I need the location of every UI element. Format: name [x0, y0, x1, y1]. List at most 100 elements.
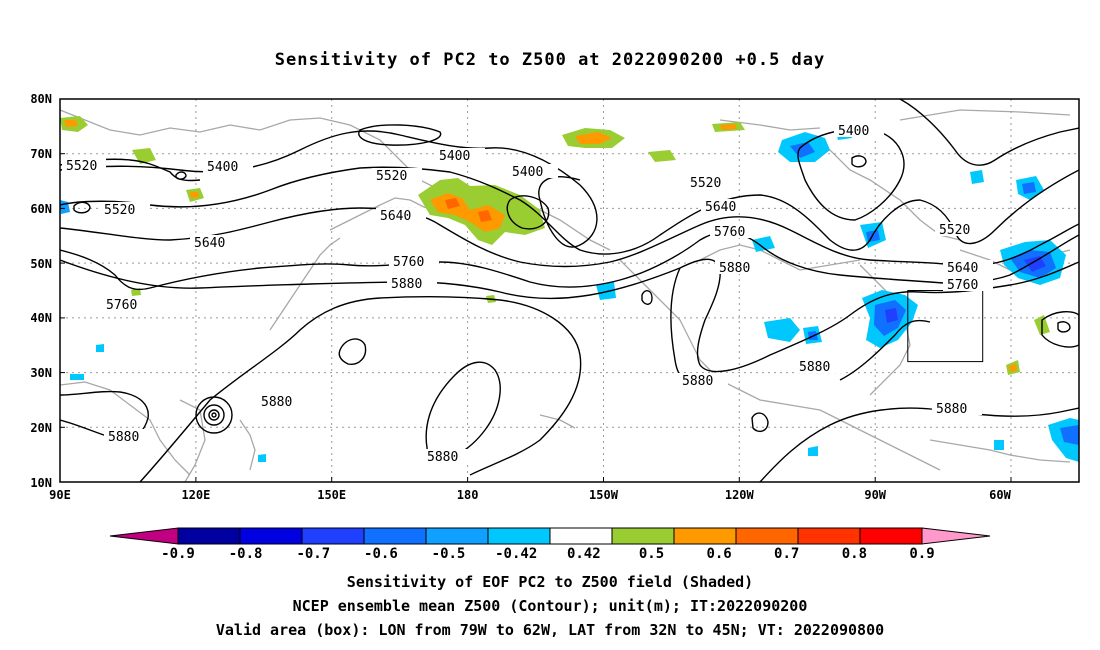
contour-label: 5640 [194, 236, 225, 251]
tick-marks [59, 98, 1012, 483]
sensitivity-shading [60, 116, 1079, 462]
colorbar-label: 0.5 [639, 546, 664, 562]
contour-small-low [175, 171, 187, 180]
contour-label: 5760 [393, 255, 424, 270]
colorbar-cell [549, 527, 613, 545]
lat-label: 40N [30, 311, 52, 325]
typhoon-ring-4 [211, 412, 217, 418]
lat-label: 70N [30, 147, 52, 161]
latitude-labels: 80N 70N 60N 50N 40N 30N 20N 10N [30, 92, 52, 490]
colorbar-cell [301, 527, 365, 545]
lat-label: 50N [30, 257, 52, 271]
contour-small-low-2 [73, 201, 91, 214]
contour-label: 5880 [391, 277, 422, 292]
contour-5400-closed [358, 124, 442, 146]
contour-label: 5520 [376, 169, 407, 184]
contour-label: 5880 [427, 450, 458, 465]
contour-label: 5640 [705, 200, 736, 215]
colorbar-label: -0.8 [229, 546, 263, 562]
lon-label: 90W [864, 488, 886, 502]
contour-5880-high-inner [1057, 321, 1071, 333]
contour-label-group: 5520 5400 5400 5520 5400 5400 5520 5640 … [62, 123, 993, 465]
colorbar-label: 0.6 [706, 546, 731, 562]
contour-5880-cell-3 [751, 412, 769, 433]
caption-shading: Sensitivity of EOF PC2 to Z500 field (Sh… [346, 573, 754, 591]
lat-label: 10N [30, 476, 52, 490]
contour-label: 5640 [947, 261, 978, 276]
lon-label: 180 [457, 488, 479, 502]
contour-label: 5640 [380, 209, 411, 224]
contour-label: 5760 [714, 225, 745, 240]
contour-label: 5880 [261, 395, 292, 410]
contour-5880-d [425, 361, 501, 461]
lat-label: 20N [30, 421, 52, 435]
colorbar: -0.9 -0.8 -0.7 -0.6 -0.5 -0.42 0.42 0.5 … [109, 527, 991, 562]
map-frame [59, 98, 1080, 483]
contour-label: 5880 [108, 430, 139, 445]
contour-5880-e [60, 390, 149, 441]
colorbar-arrow-right [921, 527, 991, 545]
colorbar-cell [363, 527, 427, 545]
contour-5880-cell [338, 338, 367, 365]
colorbar-label: 0.8 [842, 546, 867, 562]
lon-label: 120W [725, 488, 755, 502]
contour-5880-cell-2 [641, 290, 653, 305]
contour-5880-high [1041, 311, 1079, 348]
colorbar-label: -0.5 [432, 546, 466, 562]
colorbar-cell [239, 527, 303, 545]
contour-label: 5400 [207, 160, 238, 175]
contour-label: 5520 [104, 203, 135, 218]
graticule [60, 99, 1079, 482]
typhoon-ring-3 [208, 409, 220, 421]
colorbar-cell [177, 527, 241, 545]
lat-label: 30N [30, 366, 52, 380]
colorbar-label: 0.7 [774, 546, 799, 562]
contour-5400-small [851, 155, 867, 168]
contour-label: 5880 [799, 360, 830, 375]
typhoon-ring-1 [195, 396, 233, 434]
contour-label: 5880 [719, 261, 750, 276]
colorbar-arrow-left [109, 527, 179, 545]
colorbar-cell [611, 527, 675, 545]
caption-valid-area: Valid area (box): LON from 79W to 62W, L… [215, 621, 885, 639]
contour-label: 5400 [439, 149, 470, 164]
colorbar-label: 0.42 [567, 546, 601, 562]
contour-label: 5400 [512, 165, 543, 180]
caption-contour: NCEP ensemble mean Z500 (Contour); unit(… [292, 597, 808, 615]
map-title: Sensitivity of PC2 to Z500 at 2022090200… [274, 50, 826, 70]
colorbar-cell [673, 527, 737, 545]
contour-label: 5760 [947, 278, 978, 293]
colorbar-cell [487, 527, 551, 545]
contour-5880-c [139, 296, 582, 482]
contour-5880-f [759, 407, 1079, 482]
lon-label: 150E [317, 488, 346, 502]
contour-label: 5400 [838, 124, 869, 139]
contour-5760 [60, 231, 1079, 291]
lat-label: 80N [30, 92, 52, 106]
contour-5880 [60, 258, 1079, 373]
lon-label: 120E [181, 488, 210, 502]
lon-label: 60W [989, 488, 1011, 502]
lat-label: 60N [30, 202, 52, 216]
lon-label: 90E [49, 488, 71, 502]
longitude-labels: 90E 120E 150E 180 150W 120W 90W 60W [49, 488, 1011, 502]
typhoon-ring-2 [203, 404, 225, 426]
contour-label: 5880 [936, 402, 967, 417]
colorbar-cell [735, 527, 799, 545]
contour-label: 5520 [690, 176, 721, 191]
contour-label: 5520 [66, 159, 97, 174]
colorbar-label: 0.9 [909, 546, 934, 562]
coastlines [60, 109, 1071, 482]
contour-5400-ne [899, 99, 1079, 166]
colorbar-label: -0.42 [495, 546, 537, 562]
contour-5520 [60, 166, 1079, 255]
colorbar-cell [859, 527, 923, 545]
colorbar-label: -0.6 [364, 546, 398, 562]
contour-label: 5760 [106, 298, 137, 313]
colorbar-label: -0.7 [296, 546, 330, 562]
colorbar-cell [425, 527, 489, 545]
colorbar-label: -0.9 [161, 546, 195, 562]
contour-5400-low [506, 195, 550, 230]
contour-label: 5880 [682, 374, 713, 389]
